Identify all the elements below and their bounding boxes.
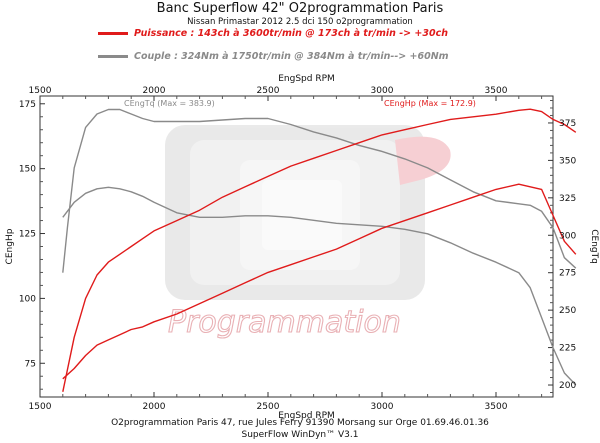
left-tick-label: 175 xyxy=(19,100,36,110)
series-power-stock xyxy=(62,183,577,380)
chart-labels: 1500 1500 2000 2000 2500 2500 3000 3000 3500 3500… xyxy=(5,74,599,421)
footer-software: SuperFlow WinDyn™ V3.1 xyxy=(241,430,359,440)
x-tick-label-bottom: 1500 xyxy=(29,402,52,412)
left-tick-label: 100 xyxy=(19,294,36,304)
x-axis-label-top: EngSpd RPM xyxy=(278,74,335,84)
legend-item-power: Puissance : 143ch à 3600tr/min @ 173ch à… xyxy=(98,27,448,39)
power-max-annotation: CEngHp (Max = 172.9) xyxy=(384,99,476,108)
legend-label-power: Puissance : 143ch à 3600tr/min @ 173ch à… xyxy=(134,27,448,39)
left-axis-label: CEngHp xyxy=(5,228,15,264)
left-tick-label: 125 xyxy=(19,230,36,240)
legend-swatch-power xyxy=(98,31,128,35)
legend-label-torque: Couple : 324Nm à 1750tr/min @ 384Nm à tr… xyxy=(134,50,449,62)
right-tick-label: 375 xyxy=(559,119,576,129)
chart-series xyxy=(62,108,577,392)
series-torque-stock xyxy=(62,186,577,386)
right-axis-label: CEngTq xyxy=(589,229,599,264)
x-tick-label-top: 1500 xyxy=(29,86,52,96)
right-tick-label: 350 xyxy=(559,156,576,166)
right-tick-label: 225 xyxy=(559,344,576,354)
footer-address: O2programmation Paris 47, rue Jules Ferr… xyxy=(111,418,489,428)
chart-axes xyxy=(39,95,554,398)
right-tick-label: 300 xyxy=(559,231,576,241)
legend-swatch-torque xyxy=(98,54,128,58)
watermark-logo xyxy=(165,125,451,300)
watermark-text: Programmation xyxy=(168,305,401,340)
left-tick-label: 75 xyxy=(25,359,36,369)
right-tick-label: 325 xyxy=(559,194,576,204)
x-tick-label-top: 3500 xyxy=(485,86,508,96)
right-tick-label: 275 xyxy=(559,269,576,279)
chart-title: Banc Superflow 42" O2programmation Paris xyxy=(156,1,444,16)
x-tick-label-bottom: 3500 xyxy=(485,402,508,412)
x-tick-label-bottom: 2000 xyxy=(143,402,166,412)
series-power-tuned xyxy=(62,108,577,392)
torque-max-annotation: CEngTq (Max = 383.9) xyxy=(124,99,215,108)
legend-item-torque: Couple : 324Nm à 1750tr/min @ 384Nm à tr… xyxy=(98,50,449,62)
x-tick-label-top: 2000 xyxy=(143,86,166,96)
right-tick-label: 200 xyxy=(559,381,576,391)
right-tick-label: 250 xyxy=(559,306,576,316)
series-torque-tuned xyxy=(62,108,577,273)
x-tick-label-top: 3000 xyxy=(371,86,394,96)
chart-subtitle: Nissan Primastar 2012 2.5 dci 150 o2prog… xyxy=(187,17,413,27)
x-axis-label-bottom: EngSpd RPM xyxy=(278,411,335,421)
left-tick-label: 150 xyxy=(19,165,36,175)
x-tick-label-top: 2500 xyxy=(257,86,280,96)
x-tick-label-bottom: 2500 xyxy=(257,402,280,412)
x-tick-label-bottom: 3000 xyxy=(371,402,394,412)
